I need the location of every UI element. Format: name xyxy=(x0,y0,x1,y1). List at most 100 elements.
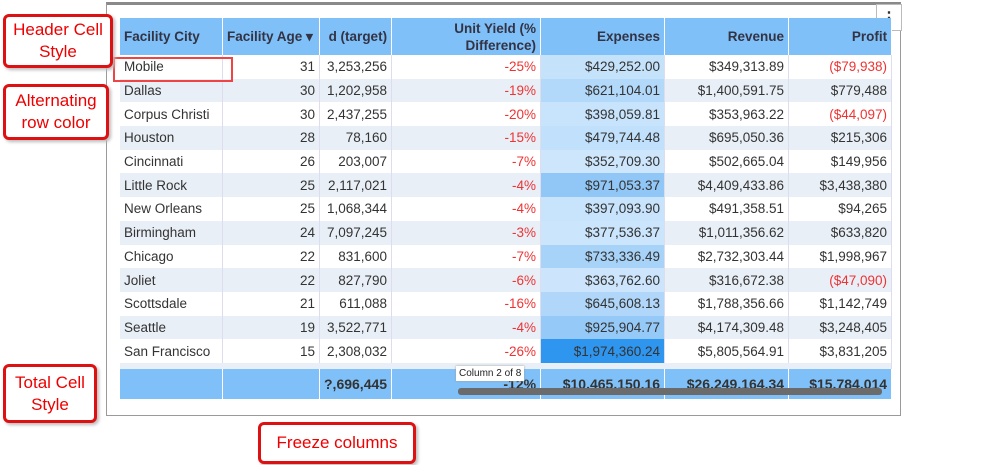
cell-revenue: $1,400,591.75 xyxy=(664,78,790,103)
cell-unit-yield: -16% xyxy=(391,291,542,316)
column-tooltip: Column 2 of 8 xyxy=(456,366,525,381)
cell-unit-yield: -19% xyxy=(391,78,542,103)
cell-profit: $3,831,205 xyxy=(788,339,893,363)
cell-target: 2,437,255 xyxy=(319,102,393,127)
total-facility-city xyxy=(120,368,223,399)
cell-profit: ($79,938) xyxy=(788,55,893,79)
cell-revenue: $695,050.36 xyxy=(664,126,790,150)
cell-facility-city: Houston xyxy=(120,126,223,150)
cell-facility-age: 22 xyxy=(222,244,320,269)
cell-facility-city: Cincinnati xyxy=(120,149,223,174)
cell-profit: $215,306 xyxy=(788,126,893,150)
table-row[interactable]: Houston 28 78,160 -15% $479,744.48 $695,050.3… xyxy=(120,126,893,150)
cell-profit: $1,998,967 xyxy=(788,244,893,269)
table-row[interactable]: Cincinnati 26 203,007 -7% $352,709.30 $502,66… xyxy=(120,149,893,174)
table-row[interactable]: Mobile 31 3,253,256 -25% $429,252.00 $349,313… xyxy=(120,55,893,79)
cell-facility-age: 30 xyxy=(222,78,320,103)
table-row[interactable]: New Orleans 25 1,068,344 -4% $397,093.90 $491… xyxy=(120,197,893,221)
cell-facility-age: 28 xyxy=(222,126,320,150)
cell-revenue: $491,358.51 xyxy=(664,197,790,221)
table-row[interactable]: Birmingham 24 7,097,245 -3% $377,536.37 $1,01… xyxy=(120,220,893,245)
cell-facility-city: Joliet xyxy=(120,268,223,292)
header-facility-age[interactable]: Facility Age ▾ xyxy=(222,18,320,55)
cell-target: 2,308,032 xyxy=(319,339,393,363)
cell-target: 1,202,958 xyxy=(319,78,393,103)
cell-unit-yield: -7% xyxy=(391,149,542,174)
cell-profit: $779,488 xyxy=(788,78,893,103)
cell-target: 78,160 xyxy=(319,126,393,150)
cell-facility-age: 21 xyxy=(222,291,320,316)
cell-target: 827,790 xyxy=(319,268,393,292)
cell-profit: ($47,090) xyxy=(788,268,893,292)
cell-facility-city: Chicago xyxy=(120,244,223,269)
cell-expenses: $429,252.00 xyxy=(540,55,666,79)
table-row[interactable]: Corpus Christi 30 2,437,255 -20% $398,059.81… xyxy=(120,102,893,127)
header-profit[interactable]: Profit xyxy=(788,18,893,55)
cell-facility-age: 19 xyxy=(222,315,320,340)
cell-expenses: $621,104.01 xyxy=(540,78,666,103)
header-facility-city[interactable]: Facility City xyxy=(120,18,223,55)
cell-revenue: $502,665.04 xyxy=(664,149,790,174)
cell-facility-city: San Francisco xyxy=(120,339,223,363)
cell-facility-city: Seattle xyxy=(120,315,223,340)
horizontal-scrollbar[interactable] xyxy=(458,388,882,395)
header-revenue[interactable]: Revenue xyxy=(664,18,790,55)
highlight-box xyxy=(113,57,233,82)
table-row[interactable]: Scottsdale 21 611,088 -16% $645,608.13 $1,788… xyxy=(120,291,893,316)
cell-expenses: $352,709.30 xyxy=(540,149,666,174)
cell-target: 831,600 xyxy=(319,244,393,269)
cell-target: 1,068,344 xyxy=(319,197,393,221)
cell-facility-city: Little Rock xyxy=(120,173,223,198)
cell-target: 3,522,771 xyxy=(319,315,393,340)
cell-expenses: $1,974,360.24 xyxy=(540,339,666,363)
header-target[interactable]: d (target) xyxy=(319,18,393,55)
total-target: ?,696,445 xyxy=(319,368,393,399)
data-table: Facility City Facility Age ▾ d (target) … xyxy=(120,18,893,399)
table-row[interactable]: Joliet 22 827,790 -6% $363,762.60 $316,672.38… xyxy=(120,268,893,292)
cell-target: 611,088 xyxy=(319,291,393,316)
cell-revenue: $353,963.22 xyxy=(664,102,790,127)
cell-unit-yield: -25% xyxy=(391,55,542,79)
cell-expenses: $733,336.49 xyxy=(540,244,666,269)
header-unit-yield[interactable]: Unit Yield (% Difference) xyxy=(391,18,542,55)
cell-facility-city: Dallas xyxy=(120,78,223,103)
cell-unit-yield: -3% xyxy=(391,220,542,245)
cell-profit: $1,142,749 xyxy=(788,291,893,316)
cell-revenue: $1,011,356.62 xyxy=(664,220,790,245)
table-row[interactable]: Chicago 22 831,600 -7% $733,336.49 $2,732,303… xyxy=(120,244,893,269)
cell-expenses: $397,093.90 xyxy=(540,197,666,221)
cell-unit-yield: -15% xyxy=(391,126,542,150)
header-expenses[interactable]: Expenses xyxy=(540,18,666,55)
table-row[interactable]: Seattle 19 3,522,771 -4% $925,904.77 $4,174,3… xyxy=(120,315,893,340)
cell-facility-age: 25 xyxy=(222,197,320,221)
cell-target: 203,007 xyxy=(319,149,393,174)
cell-unit-yield: -26% xyxy=(391,339,542,363)
cell-expenses: $398,059.81 xyxy=(540,102,666,127)
cell-facility-city: Corpus Christi xyxy=(120,102,223,127)
cell-revenue: $1,788,356.66 xyxy=(664,291,790,316)
cell-profit: $94,265 xyxy=(788,197,893,221)
cell-unit-yield: -4% xyxy=(391,315,542,340)
cell-facility-age: 25 xyxy=(222,173,320,198)
cell-profit: $3,438,380 xyxy=(788,173,893,198)
cell-expenses: $479,744.48 xyxy=(540,126,666,150)
table-row[interactable]: San Francisco 15 2,308,032 -26% $1,974,360.2… xyxy=(120,339,893,363)
table-row[interactable]: Dallas 30 1,202,958 -19% $621,104.01 $1,400,5… xyxy=(120,78,893,103)
cell-target: 7,097,245 xyxy=(319,220,393,245)
cell-facility-age: 22 xyxy=(222,268,320,292)
cell-facility-city: Birmingham xyxy=(120,220,223,245)
cell-unit-yield: -4% xyxy=(391,197,542,221)
cell-revenue: $2,732,303.44 xyxy=(664,244,790,269)
callout-freeze-columns: Freeze columns xyxy=(258,422,416,464)
cell-unit-yield: -6% xyxy=(391,268,542,292)
cell-unit-yield: -7% xyxy=(391,244,542,269)
cell-profit: $3,248,405 xyxy=(788,315,893,340)
callout-alternating-row-color: Alternating row color xyxy=(3,84,109,140)
cell-facility-city: Mobile xyxy=(120,55,223,79)
table-row[interactable]: Little Rock 25 2,117,021 -4% $971,053.37 $4,4… xyxy=(120,173,893,198)
cell-expenses: $645,608.13 xyxy=(540,291,666,316)
cell-revenue: $5,805,564.91 xyxy=(664,339,790,363)
cell-profit: ($44,097) xyxy=(788,102,893,127)
cell-revenue: $316,672.38 xyxy=(664,268,790,292)
cell-target: 2,117,021 xyxy=(319,173,393,198)
